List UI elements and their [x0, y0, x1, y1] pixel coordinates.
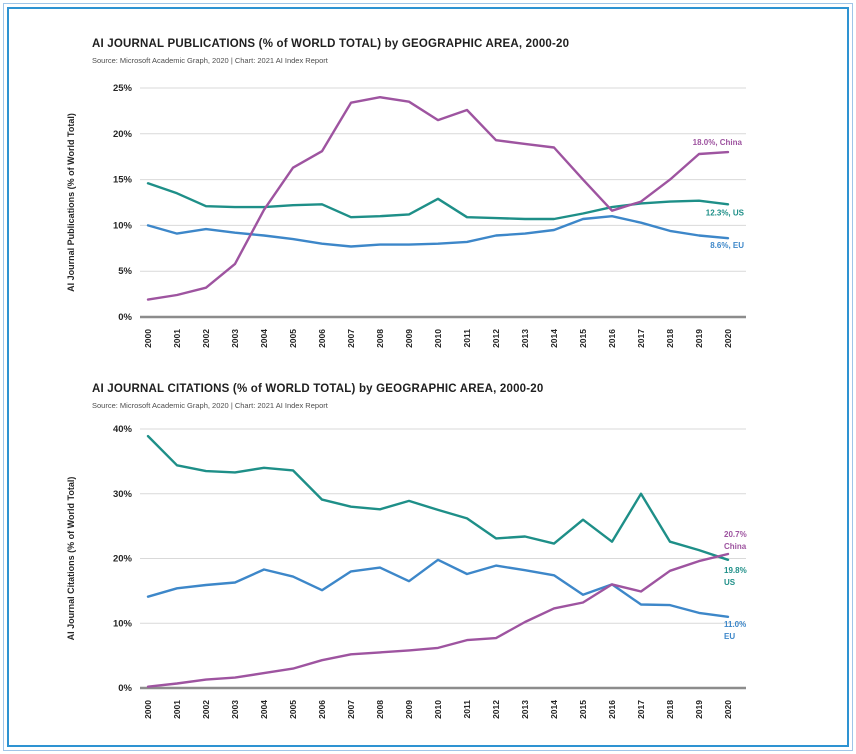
x-tick-label: 2004	[259, 329, 269, 348]
x-tick-label: 2001	[172, 329, 182, 348]
x-tick-label: 2015	[578, 329, 588, 348]
citations-line-chart: 0% 10% 20% 30% 40% AI Journal Citations (% of…	[66, 424, 747, 719]
x-tick-label: 2012	[491, 329, 501, 348]
x-tick-label: 2015	[578, 700, 588, 719]
series-line-china	[146, 96, 730, 301]
x-tick-label: 2003	[230, 329, 240, 348]
x-tick-label: 2006	[317, 329, 327, 348]
series-line-china	[146, 552, 730, 688]
x-tick-label: 2002	[201, 329, 211, 348]
y-tick-label: 0%	[118, 683, 132, 694]
series-line-eu	[146, 214, 730, 248]
x-tick-label: 2007	[346, 329, 356, 348]
x-tick-label: 2008	[375, 700, 385, 719]
x-tick-label: 2007	[346, 700, 356, 719]
x-tick-label: 2017	[636, 329, 646, 348]
x-tick-label: 2003	[230, 700, 240, 719]
y-tick-label: 10%	[113, 220, 133, 231]
x-tick-label: 2012	[491, 700, 501, 719]
y-tick-label: 15%	[113, 175, 133, 186]
x-tick-label: 2016	[607, 700, 617, 719]
x-tick-label: 2004	[259, 700, 269, 719]
end-label-china: China	[724, 542, 747, 551]
y-tick-label: 30%	[113, 489, 133, 500]
y-tick-label: 10%	[113, 618, 133, 629]
x-tick-label: 2013	[520, 700, 530, 719]
x-tick-label: 2010	[433, 329, 443, 348]
x-tick-label: 2013	[520, 329, 530, 348]
x-tick-label: 2018	[665, 329, 675, 348]
end-label-eu: EU	[724, 632, 735, 641]
publications-chart-source: Source: Microsoft Academic Graph, 2020 |…	[92, 56, 328, 65]
x-tick-label: 2014	[549, 329, 559, 348]
end-label-us: 19.8%	[724, 566, 747, 575]
x-tick-label: 2005	[288, 700, 298, 719]
y-axis-title: AI Journal Publications (% of World Tota…	[66, 113, 76, 292]
x-tick-label: 2011	[462, 700, 472, 719]
y-tick-label: 25%	[113, 83, 133, 94]
y-tick-label: 0%	[118, 312, 132, 323]
x-tick-label: 2011	[462, 329, 472, 348]
x-tick-label: 2017	[636, 700, 646, 719]
end-label-china: 18.0%, China	[693, 138, 743, 147]
x-tick-label: 2020	[723, 700, 733, 719]
y-tick-label: 20%	[113, 554, 133, 565]
x-tick-label: 2009	[404, 700, 414, 719]
end-label-us: US	[724, 578, 736, 587]
y-tick-label: 20%	[113, 129, 133, 140]
series-line-eu	[146, 558, 730, 619]
series-line-us	[146, 434, 730, 562]
x-tick-label: 2019	[694, 329, 704, 348]
x-tick-label: 2010	[433, 700, 443, 719]
y-axis-title: AI Journal Citations (% of World Total)	[66, 477, 76, 641]
x-tick-label: 2006	[317, 700, 327, 719]
x-tick-label: 2002	[201, 700, 211, 719]
citations-chart-source: Source: Microsoft Academic Graph, 2020 |…	[92, 401, 328, 410]
x-tick-label: 2000	[143, 329, 153, 348]
publications-chart-title: AI JOURNAL PUBLICATIONS (% of WORLD TOTA…	[92, 38, 570, 50]
end-label-us: 12.3%, US	[706, 208, 745, 217]
x-tick-label: 2016	[607, 329, 617, 348]
end-label-china: 20.7%	[724, 530, 747, 539]
y-tick-label: 5%	[118, 266, 132, 277]
end-label-eu: 11.0%	[724, 620, 746, 629]
publications-line-chart: 0% 5% 10% 15% 20% 25% AI Journal Publications …	[66, 83, 746, 348]
x-tick-label: 2014	[549, 700, 559, 719]
citations-chart-title: AI JOURNAL CITATIONS (% of WORLD TOTAL) …	[92, 383, 544, 395]
x-tick-label: 2018	[665, 700, 675, 719]
x-tick-label: 2009	[404, 329, 414, 348]
x-tick-label: 2001	[172, 700, 182, 719]
end-label-eu: 8.6%, EU	[710, 241, 744, 250]
x-tick-label: 2005	[288, 329, 298, 348]
x-tick-label: 2008	[375, 329, 385, 348]
x-tick-label: 2000	[143, 700, 153, 719]
y-tick-label: 40%	[113, 424, 133, 435]
x-tick-label: 2020	[723, 329, 733, 348]
x-tick-label: 2019	[694, 700, 704, 719]
